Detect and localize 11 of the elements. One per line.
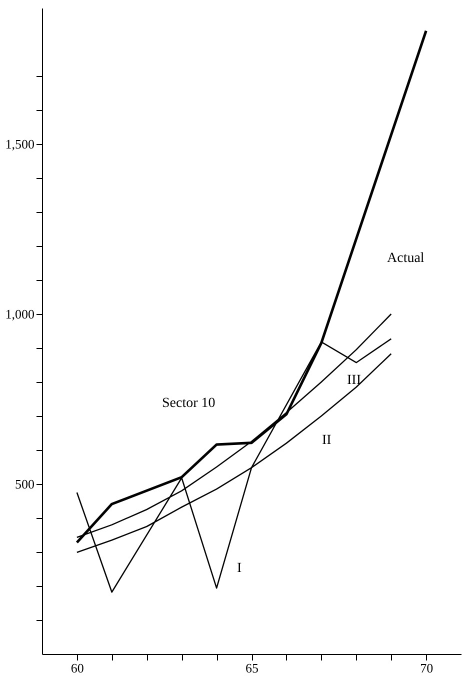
annotation: I bbox=[237, 561, 242, 576]
annotation: Sector 10 bbox=[162, 396, 216, 411]
annotation: II bbox=[322, 433, 332, 448]
x-tick-label: 60 bbox=[70, 660, 84, 676]
y-tick-label: 1,500 bbox=[5, 136, 34, 152]
x-tick-label: 70 bbox=[420, 660, 434, 676]
annotation: III bbox=[347, 373, 362, 388]
annotation: Actual bbox=[387, 251, 424, 266]
y-tick-label: 1,000 bbox=[5, 306, 34, 322]
x-tick-label: 65 bbox=[246, 660, 258, 676]
y-tick-label: 500 bbox=[15, 476, 34, 492]
